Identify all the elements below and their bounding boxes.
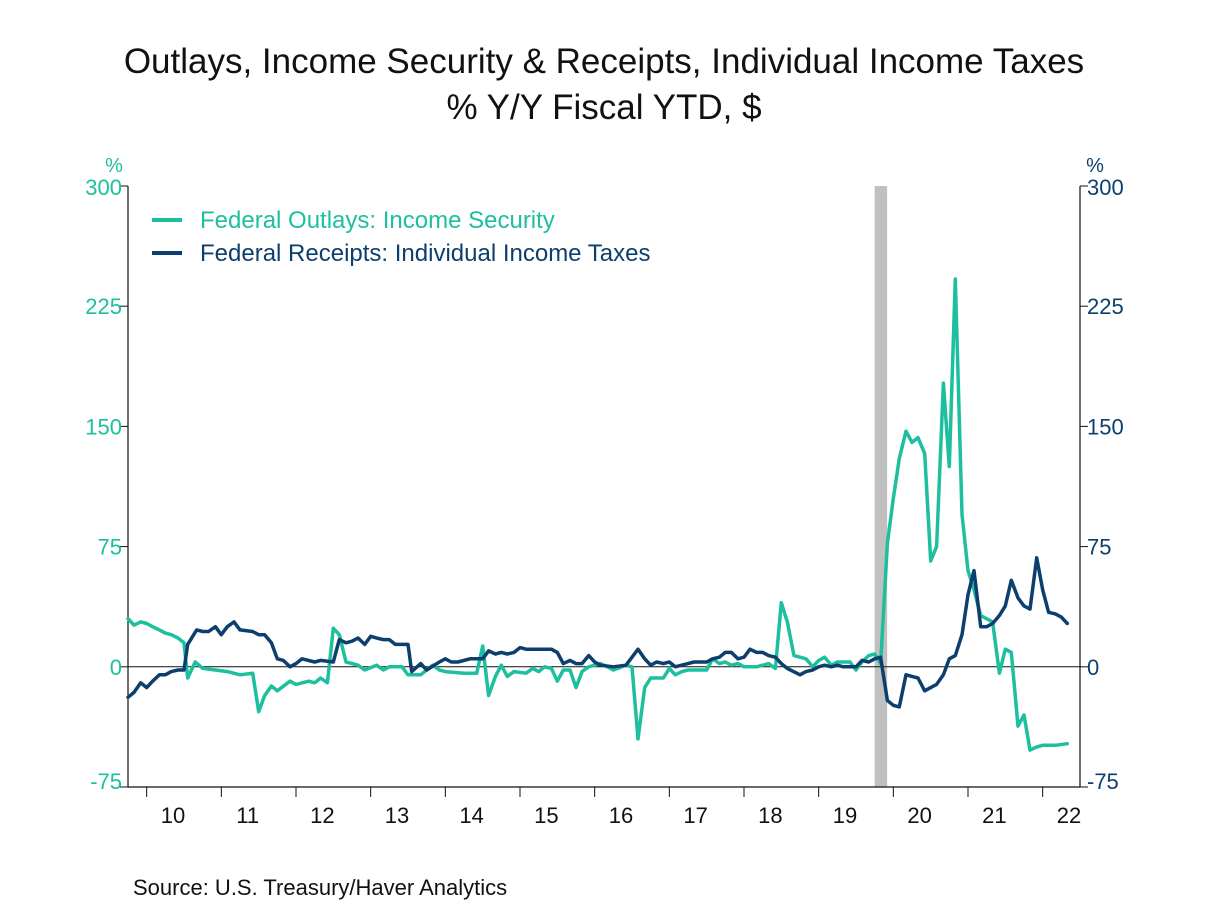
right-axis-unit: % [1086,155,1104,177]
right-y-tick-label: 150 [1087,414,1124,439]
series-line-outlays [126,277,1070,752]
legend-label-outlays: Federal Outlays: Income Security [200,207,555,234]
x-tick-label: 22 [1057,803,1081,828]
left-y-tick-label: 0 [110,655,122,680]
source-note: Source: U.S. Treasury/Haver Analytics [133,875,508,900]
x-tick-label: 16 [609,803,633,828]
recession-shading [874,186,888,787]
x-tick-label: 11 [236,803,259,828]
x-tick-label: 19 [833,803,857,828]
left-y-tick-label: 75 [98,535,122,560]
chart-title: Outlays, Income Security & Receipts, Ind… [123,42,1085,81]
series-line-receipts [126,556,1070,709]
x-tick-label: 10 [161,803,185,828]
x-tick-label: 21 [982,803,1006,828]
x-tick-label: 15 [534,803,558,828]
legend: Federal Outlays: Income Security Federal… [152,207,650,267]
x-tick-label: 13 [385,803,409,828]
legend-label-receipts: Federal Receipts: Individual Income Taxe… [200,240,650,267]
right-y-tick-label: -75 [1087,769,1119,794]
x-tick-label: 14 [459,803,483,828]
right-y-tick-label: 0 [1087,655,1099,680]
left-y-tick-label: -75 [90,769,122,794]
left-y-tick-label: 150 [85,414,122,439]
left-y-tick-label: 225 [85,294,122,319]
left-y-tick-label: 300 [85,175,122,200]
right-y-tick-label: 225 [1087,294,1124,319]
x-tick-label: 18 [758,803,782,828]
right-y-tick-label: 300 [1087,175,1124,200]
x-tick-label: 12 [310,803,334,828]
x-tick-label: 17 [683,803,707,828]
left-axis-unit: % [105,155,123,177]
right-y-tick-label: 75 [1087,535,1111,560]
x-tick-label: 20 [907,803,931,828]
chart-subtitle: % Y/Y Fiscal YTD, $ [446,88,762,127]
